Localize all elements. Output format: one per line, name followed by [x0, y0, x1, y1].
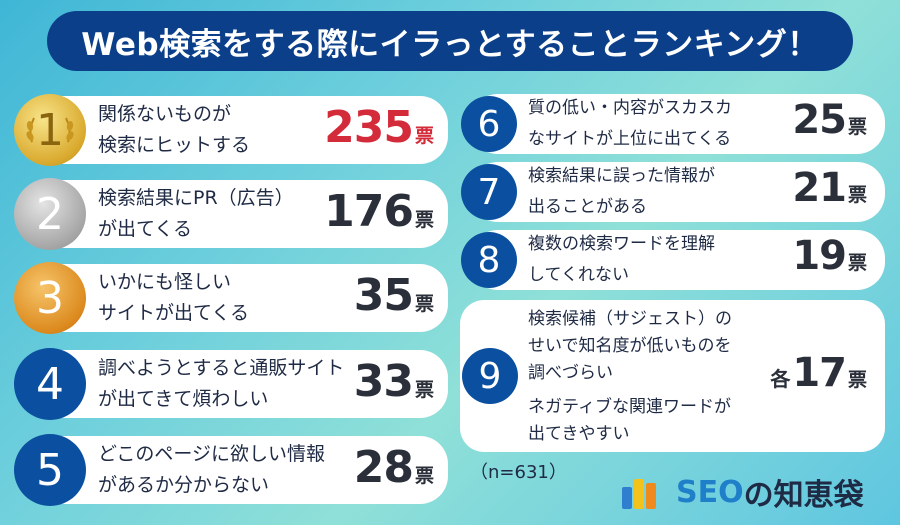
brand-logo: SEO の知恵袋 [622, 470, 864, 514]
logo-icon [622, 475, 668, 509]
list-item-rank-2: 検索結果にPR（広告） が出てくる 176 票 [22, 180, 448, 248]
item-votes: 各 17 票 [770, 350, 867, 396]
item-votes: 25 票 [792, 97, 867, 143]
item-votes: 21 票 [792, 165, 867, 211]
item-label: 検索結果に誤った情報が 出ることがある [528, 166, 715, 217]
list-item-rank-1: 関係ないものが 検索にヒットする 235 票 [22, 96, 448, 164]
item-label: 関係ないものが 検索にヒットする [98, 103, 251, 156]
rank-badge: 6 [461, 96, 517, 152]
item-label-secondary: ネガティブな関連ワードが 出てきやすい [528, 397, 731, 444]
rank-badge-silver: 2 [14, 178, 86, 250]
rank-number: 2 [36, 188, 64, 240]
list-item-rank-5: どこのページに欲しい情報 があるか分からない 28 票 [22, 436, 448, 504]
item-votes: 35 票 [353, 270, 434, 321]
rank-number: 4 [36, 358, 64, 410]
list-item-rank-7: 検索結果に誤った情報が 出ることがある 21 票 [470, 162, 885, 222]
list-item-rank-3: いかにも怪しい サイトが出てくる 35 票 [22, 264, 448, 332]
rank-badge: 5 [14, 434, 86, 506]
sample-size-note: （n=631） [470, 462, 567, 483]
item-label: 調べようとすると通販サイト が出てきて煩わしい [98, 357, 345, 410]
item-label: 検索候補（サジェスト）の せいで知名度が低いものを 調べづらい [528, 309, 732, 383]
item-votes: 28 票 [353, 442, 434, 493]
rank-number: 9 [478, 355, 502, 397]
page-title: Web検索をする際にイラっとすることランキング！ [47, 11, 853, 71]
list-item-rank-8: 複数の検索ワードを理解 してくれない 19 票 [470, 230, 885, 290]
list-item-rank-6: 質の低い・内容がスカスカ なサイトが上位に出てくる 25 票 [470, 94, 885, 154]
rank-number: 6 [477, 103, 501, 145]
rank-number: 8 [477, 239, 501, 281]
item-label: どこのページに欲しい情報 があるか分からない [98, 443, 326, 496]
item-votes: 19 票 [792, 233, 867, 279]
rank-number: 1 [36, 104, 64, 156]
rank-badge-bronze: 3 [14, 262, 86, 334]
rank-number: 5 [36, 444, 64, 496]
rank-number: 3 [36, 272, 64, 324]
item-votes: 176 票 [324, 186, 434, 237]
rank-number: 7 [477, 171, 501, 213]
item-votes: 235 票 [324, 102, 434, 153]
item-label: 質の低い・内容がスカスカ なサイトが上位に出てくる [528, 98, 732, 149]
laurel-icon [26, 117, 74, 143]
rank-badge: 9 [462, 348, 518, 404]
rank-badge: 7 [461, 164, 517, 220]
list-item-rank-4: 調べようとすると通販サイト が出てきて煩わしい 33 票 [22, 350, 448, 418]
item-label: 複数の検索ワードを理解 してくれない [528, 234, 715, 285]
rank-badge: 8 [461, 232, 517, 288]
item-label: いかにも怪しい サイトが出てくる [98, 271, 250, 324]
logo-text-seo: SEO [676, 474, 744, 510]
logo-text-rest: の知恵袋 [743, 478, 864, 513]
rank-badge: 4 [14, 348, 86, 420]
item-votes: 33 票 [353, 356, 434, 407]
rank-badge-gold: 1 [14, 94, 86, 166]
item-label: 検索結果にPR（広告） が出てくる [98, 187, 294, 240]
list-item-rank-9: 検索候補（サジェスト）の せいで知名度が低いものを 調べづらい ネガティブな関連… [460, 300, 885, 452]
